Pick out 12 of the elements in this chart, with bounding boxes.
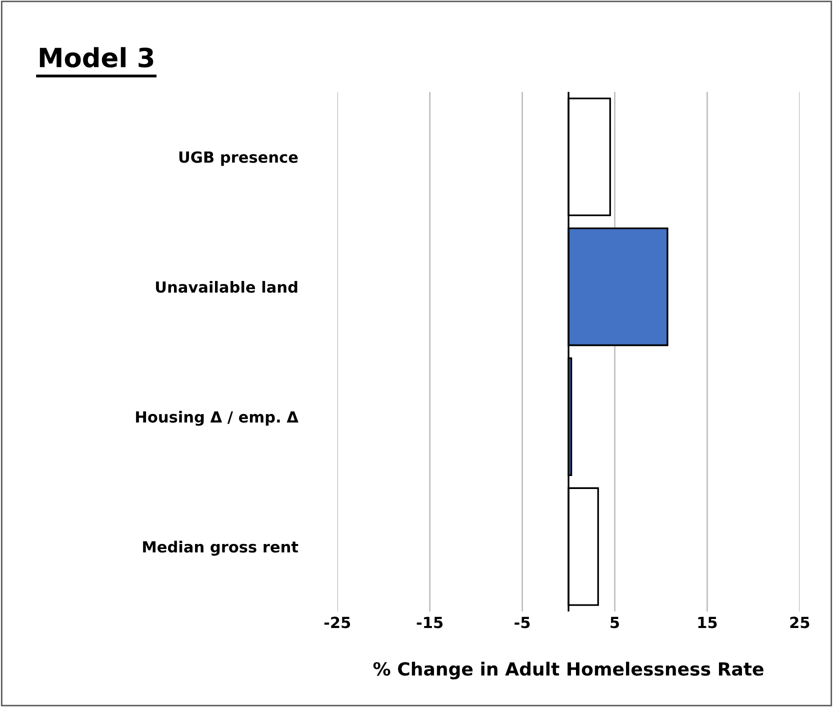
x-tick-label: 25: [790, 616, 810, 628]
y-tick-label: Housing Δ / emp. Δ: [136, 410, 298, 426]
y-tick-label: Median gross rent: [143, 540, 298, 556]
y-tick-label: UGB presence: [179, 151, 298, 166]
text: Model 3: [40, 47, 154, 68]
x-tick-label: -25: [324, 616, 350, 628]
x-tick-label: 5: [610, 616, 619, 628]
x-axis-title: % Change in Adult Homelessness Rate: [373, 662, 764, 680]
x-tick-label: -15: [416, 616, 443, 628]
y-tick-label: Unavailable land: [156, 280, 298, 293]
x-tick-label: 15: [698, 616, 717, 628]
x-tick-label: -5: [514, 616, 530, 628]
